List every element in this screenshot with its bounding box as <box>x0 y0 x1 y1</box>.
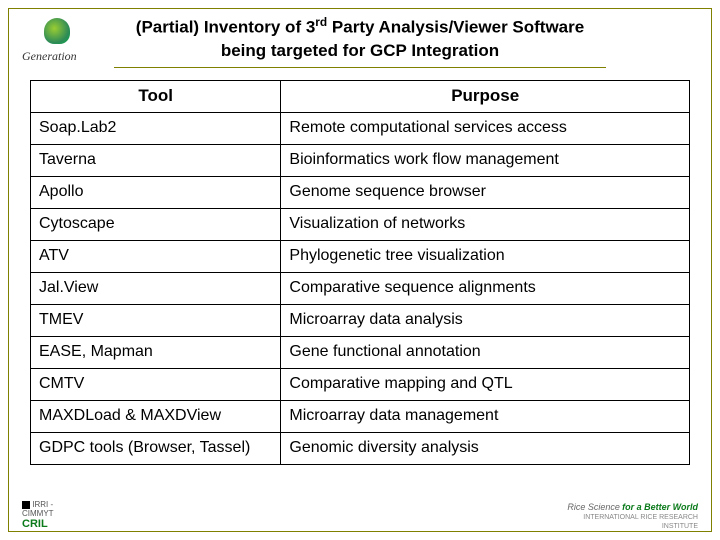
cell-purpose: Remote computational services access <box>281 113 690 145</box>
cell-purpose: Microarray data management <box>281 401 690 433</box>
cell-purpose: Comparative mapping and QTL <box>281 369 690 401</box>
cell-tool: TMEV <box>31 305 281 337</box>
col-header-tool: Tool <box>31 81 281 113</box>
cell-tool: Taverna <box>31 145 281 177</box>
cell-purpose: Genomic diversity analysis <box>281 433 690 465</box>
cell-purpose: Comparative sequence alignments <box>281 273 690 305</box>
cell-purpose: Microarray data analysis <box>281 305 690 337</box>
title-sup: rd <box>315 15 327 29</box>
cell-tool: Jal.View <box>31 273 281 305</box>
footer-logo-left: IRRI - CIMMYT CRIL <box>22 500 82 530</box>
table-row: EASE, MapmanGene functional annotation <box>31 337 690 369</box>
block-icon <box>22 501 30 509</box>
table-row: MAXDLoad & MAXDViewMicroarray data manag… <box>31 401 690 433</box>
cell-tool: Apollo <box>31 177 281 209</box>
table-row: ApolloGenome sequence browser <box>31 177 690 209</box>
table-row: Jal.ViewComparative sequence alignments <box>31 273 690 305</box>
cell-purpose: Bioinformatics work flow management <box>281 145 690 177</box>
table-row: ATVPhylogenetic tree visualization <box>31 241 690 273</box>
cell-tool: EASE, Mapman <box>31 337 281 369</box>
footer-right-bw: for a Better World <box>622 502 698 512</box>
slide-title: (Partial) Inventory of 3rd Party Analysi… <box>0 14 720 68</box>
cell-tool: CMTV <box>31 369 281 401</box>
table-row: CMTVComparative mapping and QTL <box>31 369 690 401</box>
cell-tool: ATV <box>31 241 281 273</box>
footer-logo-right: Rice Science for a Better World INTERNAT… <box>548 502 698 530</box>
table-row: TavernaBioinformatics work flow manageme… <box>31 145 690 177</box>
footer-right-irri: INTERNATIONAL RICE RESEARCH INSTITUTE <box>583 514 698 530</box>
col-header-purpose: Purpose <box>281 81 690 113</box>
footer-left-cril: CRIL <box>22 518 82 530</box>
inventory-table: Tool Purpose Soap.Lab2Remote computation… <box>30 80 690 465</box>
title-line1a: (Partial) Inventory of 3 <box>136 18 315 37</box>
cell-tool: MAXDLoad & MAXDView <box>31 401 281 433</box>
table-row: Soap.Lab2Remote computational services a… <box>31 113 690 145</box>
table-header-row: Tool Purpose <box>31 81 690 113</box>
cell-tool: Cytoscape <box>31 209 281 241</box>
table-row: TMEVMicroarray data analysis <box>31 305 690 337</box>
cell-tool: GDPC tools (Browser, Tassel) <box>31 433 281 465</box>
cell-tool: Soap.Lab2 <box>31 113 281 145</box>
title-line2: being targeted for GCP Integration <box>221 41 499 60</box>
cell-purpose: Genome sequence browser <box>281 177 690 209</box>
title-line1b: Party Analysis/Viewer Software <box>327 18 584 37</box>
table-row: CytoscapeVisualization of networks <box>31 209 690 241</box>
cell-purpose: Gene functional annotation <box>281 337 690 369</box>
footer-right-rs: Rice Science <box>567 502 620 512</box>
cell-purpose: Visualization of networks <box>281 209 690 241</box>
cell-purpose: Phylogenetic tree visualization <box>281 241 690 273</box>
table-row: GDPC tools (Browser, Tassel)Genomic dive… <box>31 433 690 465</box>
